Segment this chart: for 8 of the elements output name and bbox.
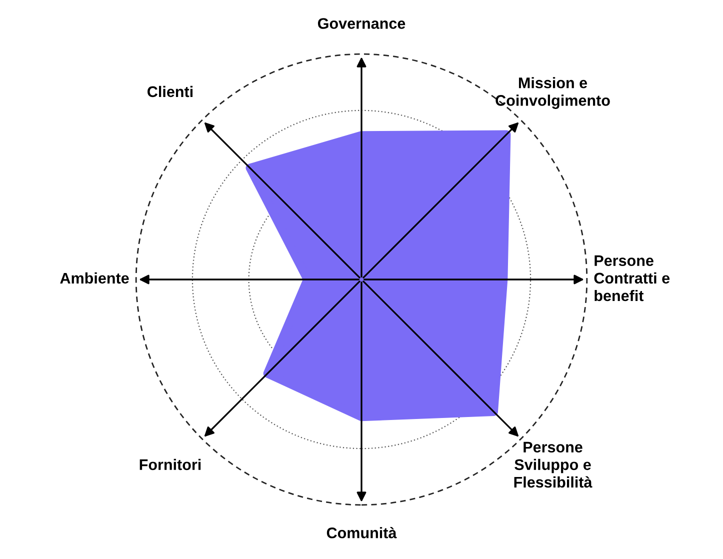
spoke-label: Persone Sviluppo e Flessibilità [514,442,592,488]
spoke-label: Governance [318,18,406,29]
spoke-label: Clienti [148,86,192,98]
spoke-label: Persone Contratti e benefit [594,255,670,302]
spoke-label: Comunità [326,526,397,538]
spoke-label: Fornitori [140,458,201,470]
spoke-label: Ambiente [60,272,129,284]
spoke-label: Mission e Coinvolgimento [496,77,610,109]
